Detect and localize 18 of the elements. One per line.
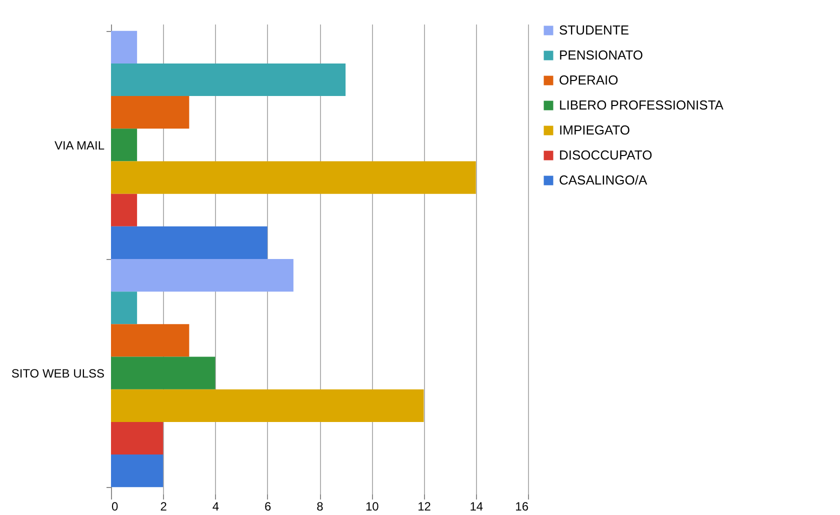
x-tick-label: 6 xyxy=(264,500,272,514)
legend-label: PENSIONATO xyxy=(559,48,644,62)
legend-label: DISOCCUPATO xyxy=(559,148,652,162)
x-tick-label: 8 xyxy=(316,500,324,514)
x-tick-label: 4 xyxy=(212,500,220,514)
legend-label: CASALINGO/A xyxy=(559,172,648,188)
x-tick-label: 0 xyxy=(112,500,118,514)
legend-label: LIBERO PROFESSIONISTA xyxy=(559,98,724,112)
x-tick-label: 16 xyxy=(515,500,529,514)
x-tick-label: 2 xyxy=(160,500,168,514)
x-tick-label: 14 xyxy=(470,500,484,514)
legend-label: IMPIEGATO xyxy=(559,122,630,138)
y-tick-label: VIA MAIL xyxy=(54,138,105,152)
legend-label: OPERAIO xyxy=(559,72,618,88)
x-tick-label: 10 xyxy=(365,500,380,514)
x-tick-label: 12 xyxy=(418,500,432,514)
y-tick-label: SITO WEB ULSS xyxy=(11,366,104,381)
legend-label: STUDENTE xyxy=(559,22,630,38)
